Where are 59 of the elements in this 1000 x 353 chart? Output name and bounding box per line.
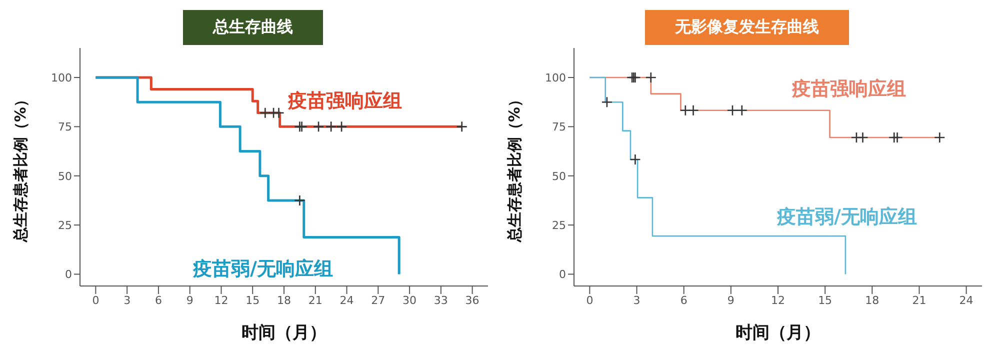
point [645, 72, 657, 84]
chart-title: 总生存曲线 [183, 10, 323, 45]
point [892, 132, 903, 144]
x-tick-label: 6 [154, 294, 162, 307]
point [630, 154, 641, 166]
y-axis-title: 总生存患者比例（%） [505, 92, 524, 244]
point [601, 96, 613, 108]
x-tick-label: 12 [214, 294, 228, 307]
point [336, 121, 348, 132]
point [325, 121, 337, 132]
x-tick-label: 6 [680, 294, 688, 307]
x-tick-label: 9 [186, 294, 194, 307]
point [934, 132, 946, 144]
x-tick-label: 15 [818, 294, 832, 307]
x-tick-label: 3 [124, 294, 131, 307]
x-tick-label: 18 [865, 294, 880, 307]
point [273, 107, 284, 119]
y-tick-label: 75 [552, 120, 566, 134]
point [726, 104, 738, 116]
y-axis-title: 总生存患者比例（%） [11, 92, 30, 244]
x-tick-label: 0 [586, 294, 594, 307]
x-tick-label: 27 [371, 294, 386, 307]
y-tick-label: 75 [58, 120, 72, 134]
x-tick-label: 0 [92, 294, 100, 307]
x-axis-title: 时间（月） [242, 323, 326, 343]
x-tick-label: 33 [434, 294, 448, 307]
y-tick-label: 50 [58, 170, 72, 183]
series-label: 疫苗弱/无响应组 [193, 257, 333, 282]
y-tick-label: 100 [545, 71, 566, 84]
series-label: 疫苗强响应组 [792, 77, 906, 102]
x-tick-label: 30 [402, 294, 417, 307]
x-tick-label: 9 [727, 294, 734, 307]
x-tick-label: 36 [465, 294, 480, 307]
x-tick-label: 3 [633, 294, 640, 307]
point [294, 194, 306, 206]
point [680, 104, 692, 116]
x-tick-label: 24 [959, 294, 974, 307]
point [736, 104, 748, 116]
y-tick-label: 0 [559, 268, 566, 282]
y-tick-label: 25 [58, 218, 72, 232]
chart-title: 无影像复发生存曲线 [645, 10, 849, 45]
point [857, 132, 868, 144]
series-label: 疫苗强响应组 [288, 89, 402, 114]
point [312, 121, 324, 132]
series-label: 疫苗弱/无响应组 [777, 205, 917, 230]
y-tick-label: 0 [65, 268, 72, 282]
x-tick-label: 21 [308, 294, 322, 307]
x-tick-label: 15 [246, 294, 260, 307]
x-axis-title: 时间（月） [736, 323, 820, 343]
y-tick-label: 25 [552, 218, 566, 232]
x-tick-label: 24 [340, 294, 354, 307]
y-tick-label: 100 [51, 71, 72, 84]
point [260, 107, 271, 119]
point [688, 104, 699, 116]
x-tick-label: 21 [912, 294, 926, 307]
x-tick-label: 18 [277, 294, 291, 307]
x-tick-label: 12 [771, 294, 785, 307]
y-tick-label: 50 [552, 170, 566, 183]
point [456, 121, 468, 132]
